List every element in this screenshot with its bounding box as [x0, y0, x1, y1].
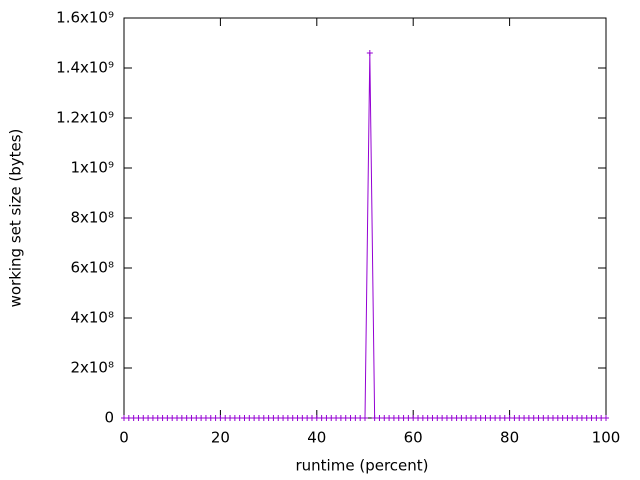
- y-tick-label: 0: [104, 409, 114, 427]
- y-tick-label: 6x10⁸: [70, 259, 114, 277]
- y-axis-label: working set size (bytes): [7, 129, 25, 308]
- x-tick-label: 40: [307, 429, 326, 447]
- x-tick-label: 0: [119, 429, 129, 447]
- x-tick-label: 20: [211, 429, 230, 447]
- x-tick-label: 80: [500, 429, 519, 447]
- y-tick-label: 1x10⁹: [70, 159, 114, 177]
- point-marker: [603, 415, 609, 421]
- y-tick-label: 1.4x10⁹: [56, 59, 114, 77]
- x-axis-label: runtime (percent): [296, 457, 429, 475]
- x-tick-label: 100: [592, 429, 621, 447]
- series-line: [124, 52, 606, 419]
- y-tick-label: 4x10⁸: [70, 309, 114, 327]
- point-marker: [366, 50, 373, 56]
- y-tick-label: 1.6x10⁹: [56, 9, 114, 27]
- y-tick-label: 1.2x10⁹: [56, 109, 114, 127]
- plot-frame: [123, 17, 607, 419]
- y-tick-label: 2x10⁸: [70, 359, 114, 377]
- x-tick-label: 60: [404, 429, 423, 447]
- point-marker: [362, 415, 368, 421]
- y-tick-label: 8x10⁸: [70, 209, 114, 227]
